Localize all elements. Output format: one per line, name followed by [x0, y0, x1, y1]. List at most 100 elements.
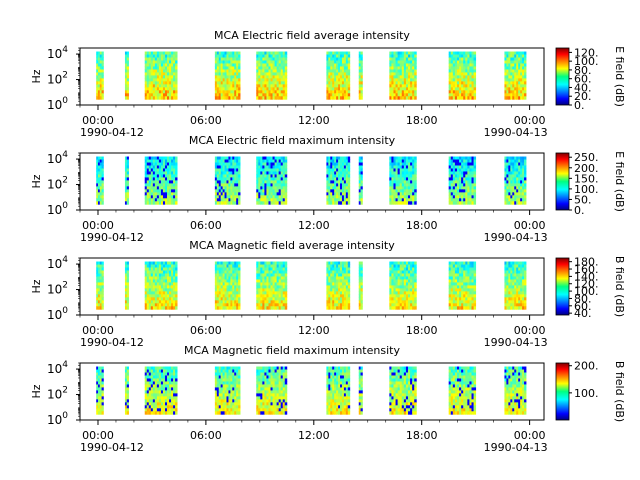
spectrogram-cell [391, 63, 394, 67]
spectrogram-cell [236, 198, 239, 202]
spectrogram-cell [514, 69, 517, 73]
spectrogram-cell [224, 270, 227, 274]
spectrogram-cell [504, 156, 507, 160]
spectrogram-cell [399, 72, 403, 76]
spectrogram-cell [262, 78, 265, 82]
spectrogram-cell [216, 276, 220, 280]
spectrogram-cell [473, 189, 477, 193]
spectrogram-cell [238, 297, 241, 301]
spectrogram-cell [412, 270, 415, 274]
spectrogram-cell [506, 54, 509, 58]
spectrogram-cell [360, 273, 363, 277]
spectrogram-cell [158, 72, 162, 76]
spectrogram-cell [101, 93, 104, 97]
spectrogram-cell [278, 192, 282, 196]
spectrogram-cell [276, 159, 280, 163]
spectrogram-cell [467, 294, 470, 298]
spectrogram-cell [268, 81, 271, 85]
spectrogram-cell [405, 96, 409, 100]
spectrogram-cell [330, 174, 333, 178]
spectrogram-cell [216, 198, 220, 202]
spectrogram-cell [326, 192, 329, 196]
spectrogram-cell [399, 159, 403, 163]
spectrogram-cell [280, 300, 284, 304]
spectrogram-cell [276, 96, 280, 100]
spectrogram-cell [524, 159, 527, 163]
spectrogram-cell [516, 84, 519, 88]
spectrogram-cell [99, 300, 102, 304]
spectrogram-cell [262, 192, 265, 196]
spectrogram-cell [272, 84, 275, 88]
spectrogram-cell [514, 174, 517, 178]
spectrogram-cell [456, 300, 460, 304]
spectrogram-cell [126, 291, 129, 295]
spectrogram-cell [456, 78, 460, 82]
spectrogram-cell [264, 171, 267, 175]
spectrogram-cell [234, 192, 237, 196]
spectrogram-cell [264, 297, 267, 301]
spectrogram-cell [343, 267, 347, 271]
spectrogram-cell [520, 72, 523, 76]
spectrogram-cell [226, 267, 229, 271]
x-tick-label: 00:00 [82, 219, 114, 232]
spectrogram-cell [389, 270, 392, 274]
spectrogram-cell [412, 261, 415, 265]
spectrogram-cell [224, 180, 227, 184]
spectrogram-cell [448, 90, 452, 94]
spectrogram-cell [405, 159, 409, 163]
spectrogram-cell [461, 264, 464, 268]
spectrogram-cell [152, 270, 156, 274]
spectrogram-cell [173, 180, 176, 184]
spectrogram-cell [234, 51, 237, 55]
spectrogram-cell [266, 54, 269, 58]
spectrogram-cell [268, 186, 271, 190]
spectrogram-cell [343, 69, 347, 73]
spectrogram-cell [334, 60, 337, 64]
spectrogram-cell [160, 177, 164, 181]
spectrogram-cell [391, 195, 394, 199]
spectrogram-cell [97, 261, 101, 265]
spectrogram-cell [391, 270, 394, 274]
spectrogram-cell [469, 63, 472, 67]
spectrogram-cell [341, 303, 345, 307]
spectrogram-cell [171, 195, 174, 199]
spectrogram-cell [216, 90, 220, 94]
spectrogram-cell [326, 288, 329, 292]
spectrogram-cell [410, 183, 413, 187]
spectrogram-cell [465, 198, 468, 202]
spectrogram-cell [514, 75, 517, 79]
spectrogram-cell [152, 264, 156, 268]
spectrogram-cell [448, 300, 452, 304]
spectrogram-cell [234, 84, 237, 88]
spectrogram-cell [461, 174, 464, 178]
spectrogram-cell [405, 285, 409, 289]
spectrogram-cell [408, 81, 411, 85]
spectrogram-cell [328, 174, 331, 178]
spectrogram-cell [256, 273, 259, 277]
spectrogram-cell [412, 90, 415, 94]
spectrogram-cell [232, 285, 235, 289]
spectrogram-cell [518, 180, 521, 184]
spectrogram-cell [101, 183, 104, 187]
spectrogram-cell [236, 57, 239, 61]
spectrogram-cell [238, 189, 241, 193]
spectrogram-cell [461, 195, 464, 199]
spectrogram-cell [167, 72, 170, 76]
spectrogram-cell [218, 72, 222, 76]
spectrogram-cell [154, 84, 158, 88]
spectrogram-cell [412, 168, 415, 172]
spectrogram-cell [173, 192, 176, 196]
spectrogram-cell [401, 54, 405, 58]
spectrogram-cell [510, 300, 513, 304]
spectrogram-cell [230, 279, 233, 283]
spectrogram-cell [336, 177, 339, 181]
spectrogram-cell [230, 198, 233, 202]
spectrogram-cell [328, 165, 331, 169]
spectrogram-cell [220, 60, 224, 64]
spectrogram-cell [256, 72, 259, 76]
spectrogram-cell [504, 75, 507, 79]
spectrogram-cell [467, 264, 470, 268]
spectrogram-cell [214, 159, 218, 163]
spectrogram-cell [169, 174, 172, 178]
spectrogram-cell [236, 78, 239, 82]
